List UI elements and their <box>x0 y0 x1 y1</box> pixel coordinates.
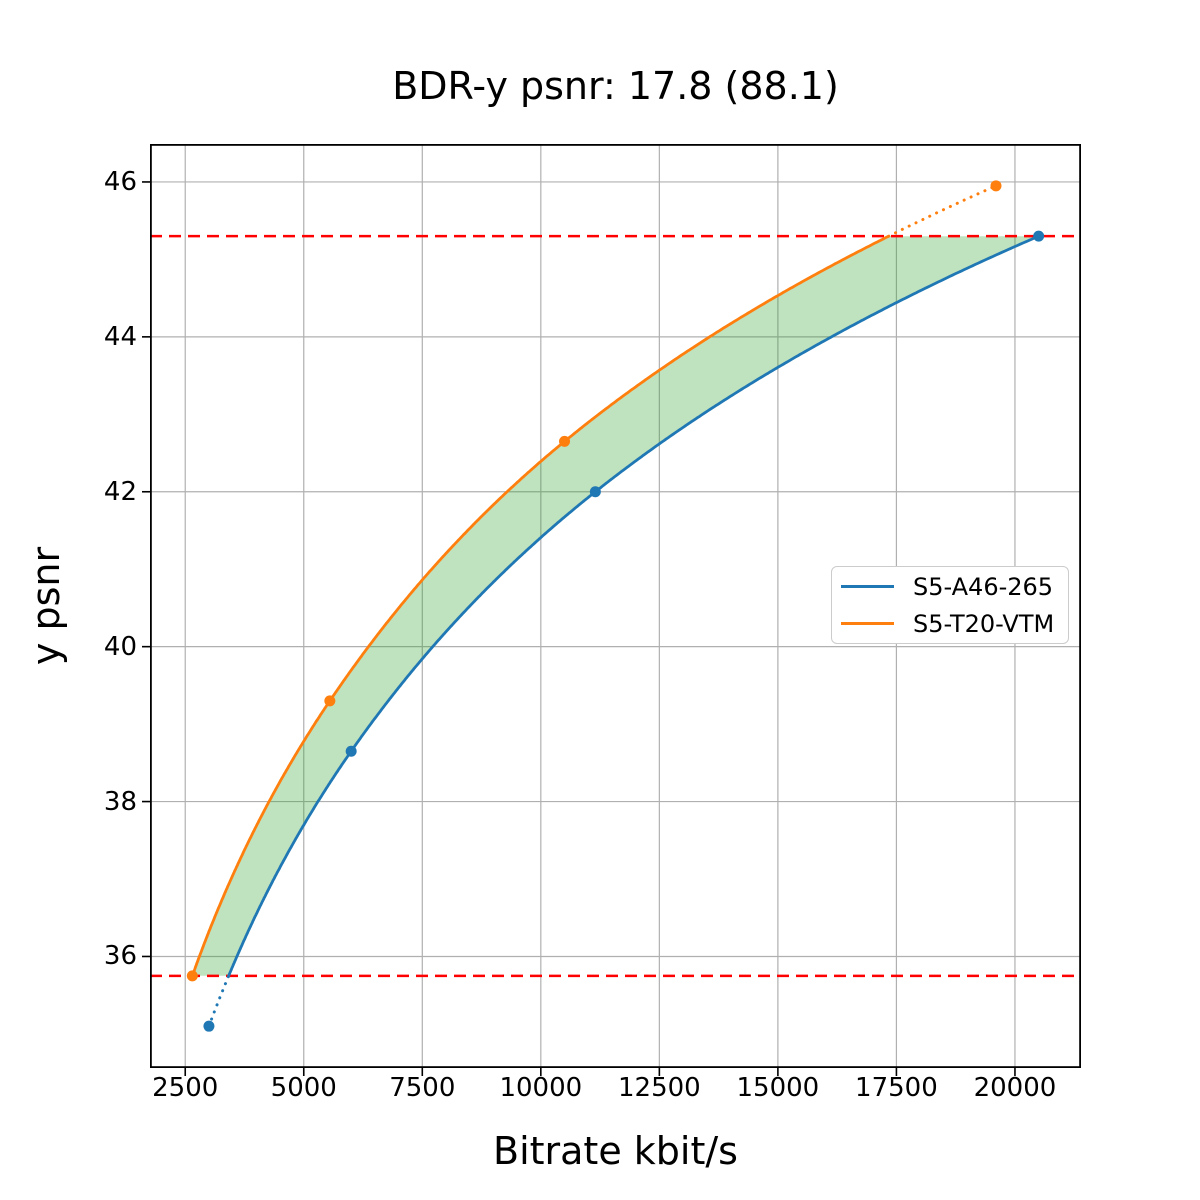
y-tick-label: 46 <box>103 166 137 197</box>
legend-line-swatch <box>841 584 894 589</box>
data-point-marker <box>559 435 571 447</box>
x-tick-label: 12500 <box>617 1073 701 1103</box>
data-point-marker <box>203 1020 215 1032</box>
series-curve-dotted <box>207 974 231 1028</box>
x-tick-label: 2500 <box>152 1073 219 1103</box>
series-curve-dotted <box>887 184 998 238</box>
plot-area <box>142 143 1082 1076</box>
data-point-marker <box>990 180 1002 192</box>
legend-item: S5-A46-265 <box>832 573 1068 601</box>
series-curve-solid <box>191 234 890 977</box>
series-curve-solid <box>227 234 1040 977</box>
data-point-marker <box>186 970 198 982</box>
x-tick-label: 20000 <box>973 1073 1057 1103</box>
legend: S5-A46-265 S5-T20-VTM <box>831 566 1069 644</box>
y-tick-label: 42 <box>103 476 137 507</box>
data-point-marker <box>589 486 601 498</box>
x-tick-label: 15000 <box>736 1073 820 1103</box>
x-tick-label: 7500 <box>389 1073 456 1103</box>
y-tick-label: 38 <box>103 786 137 817</box>
legend-label: S5-A46-265 <box>913 572 1054 601</box>
chart-title: BDR-y psnr: 17.8 (88.1) <box>392 64 839 108</box>
data-point-marker <box>1033 230 1045 242</box>
data-point-marker <box>345 745 357 757</box>
legend-label: S5-T20-VTM <box>913 609 1055 638</box>
y-tick-label: 36 <box>103 941 137 972</box>
legend-item: S5-T20-VTM <box>832 610 1068 638</box>
data-point-marker <box>324 695 336 707</box>
x-tick-label: 17500 <box>855 1073 938 1103</box>
y-tick-label: 44 <box>103 321 137 352</box>
x-tick-label: 5000 <box>270 1073 337 1103</box>
axes-spines <box>149 143 1082 1069</box>
legend-line-swatch <box>841 621 894 626</box>
y-tick-label: 40 <box>103 631 137 662</box>
x-axis-label: Bitrate kbit/s <box>493 1129 738 1173</box>
x-tick-label: 10000 <box>499 1073 583 1103</box>
y-axis-label-container: y psnr <box>16 144 76 1068</box>
